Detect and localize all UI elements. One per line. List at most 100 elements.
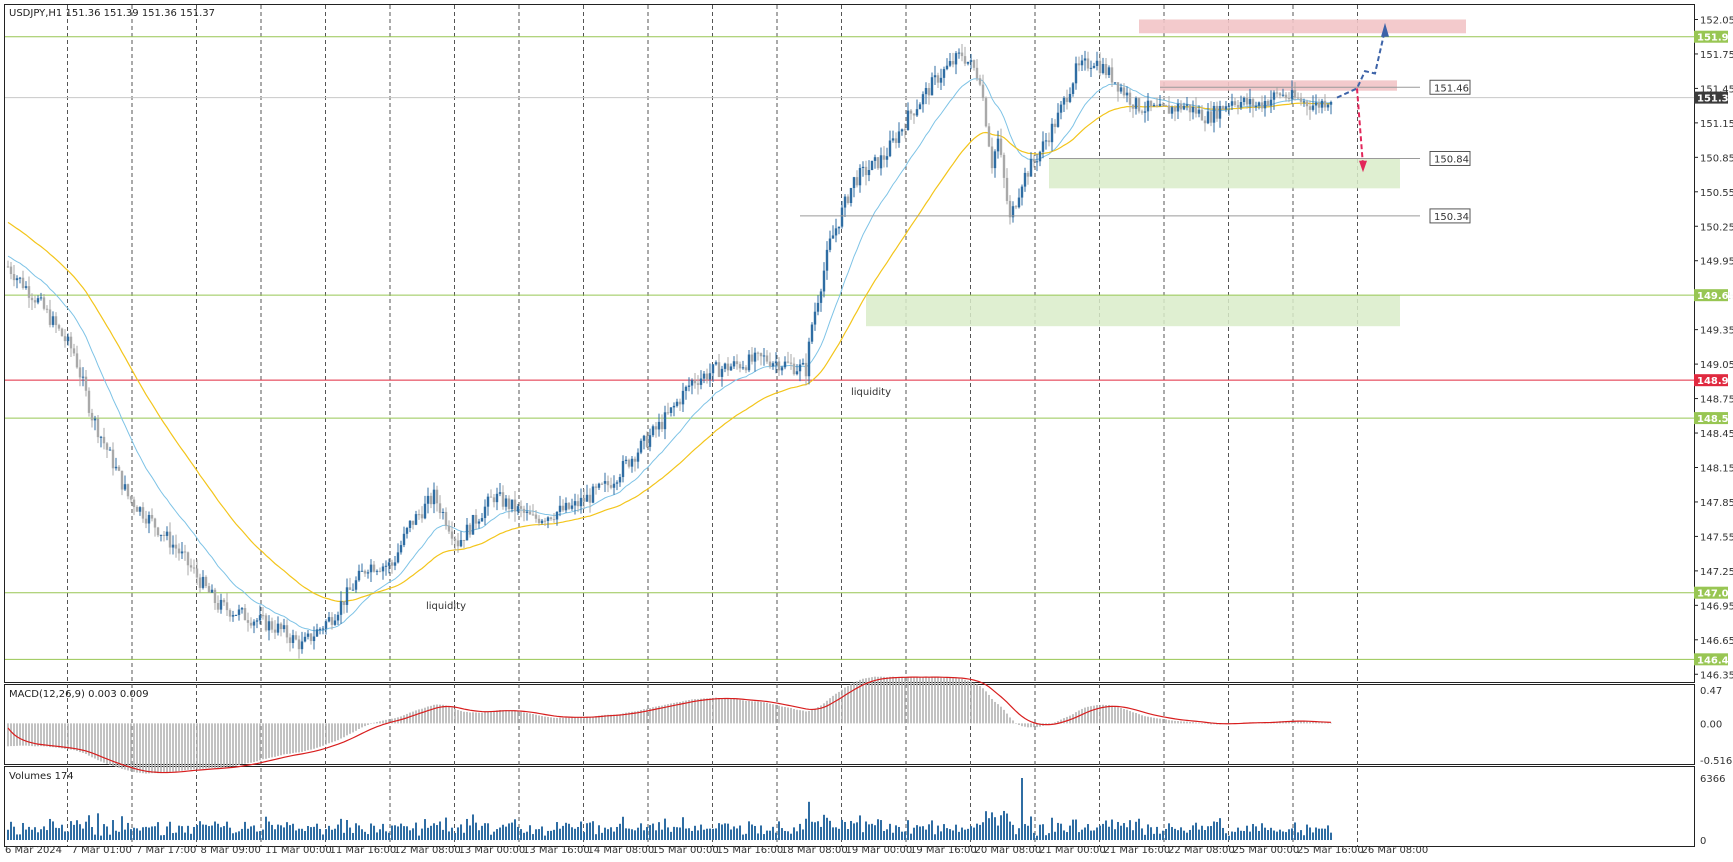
volume-bar <box>514 819 516 840</box>
macd-histogram-bar <box>820 705 822 724</box>
candle-body <box>915 109 919 116</box>
volume-bar <box>157 822 159 840</box>
candle-body <box>972 60 976 68</box>
candle-body <box>1059 104 1063 113</box>
candle-body <box>1047 140 1051 143</box>
macd-histogram-bar <box>460 710 462 724</box>
ema-fast-line <box>7 78 1332 632</box>
macd-histogram-bar <box>1033 723 1035 728</box>
macd-histogram-bar <box>1018 723 1020 725</box>
candle-body <box>1146 100 1150 112</box>
macd-histogram-bar <box>406 713 408 724</box>
candle-body <box>1113 82 1117 84</box>
price-pane[interactable] <box>4 4 1695 683</box>
candle-body <box>123 484 127 490</box>
macd-histogram-bar <box>502 710 504 724</box>
volume-bar <box>343 832 345 840</box>
macd-histogram-bar <box>592 716 594 724</box>
volume-bar <box>946 828 948 840</box>
macd-histogram-bar <box>97 723 99 761</box>
candle-body <box>594 486 598 488</box>
macd-histogram-bar <box>1048 723 1050 725</box>
macd-histogram-bar <box>1099 705 1101 724</box>
macd-histogram-bar <box>391 718 393 724</box>
volume-bar <box>85 821 87 840</box>
volume-bar <box>727 823 729 840</box>
candle-body <box>198 577 202 588</box>
candle-body <box>591 486 595 503</box>
volume-bar <box>664 818 666 840</box>
volume-bar <box>532 834 534 840</box>
macd-histogram-bar <box>1021 723 1023 727</box>
macd-histogram-bar <box>724 698 726 724</box>
volume-bar <box>277 824 279 840</box>
macd-histogram-bar <box>217 723 219 769</box>
candle-body <box>633 458 637 462</box>
macd-histogram-bar <box>844 687 846 724</box>
volume-bar <box>1222 827 1224 840</box>
volume-bar <box>883 830 885 840</box>
candle-body <box>330 617 334 625</box>
candle-body <box>1257 102 1261 106</box>
time-tick-label: 19 Mar 16:00 <box>910 845 977 856</box>
price-tick-label: 148.45 <box>1700 429 1733 440</box>
macd-histogram-bar <box>88 723 90 756</box>
candle-body <box>738 364 742 369</box>
volume-bar <box>1096 827 1098 840</box>
volume-bar <box>379 829 381 840</box>
macd-histogram-bar <box>46 723 48 747</box>
macd-histogram-bar <box>412 711 414 724</box>
volume-bar <box>1063 830 1065 840</box>
macd-histogram-bar <box>793 708 795 724</box>
macd-histogram-bar <box>703 698 705 724</box>
macd-histogram-bar <box>61 723 63 749</box>
macd-histogram-bar <box>1306 721 1308 724</box>
macd-histogram-bar <box>22 723 24 746</box>
macd-histogram-bar <box>1300 720 1302 724</box>
volume-bar <box>550 830 552 840</box>
candle-body <box>48 309 52 325</box>
candle-body <box>1290 90 1294 99</box>
candle-body <box>861 166 865 169</box>
candle-body <box>270 621 274 630</box>
volume-bar <box>496 829 498 840</box>
macd-histogram-bar <box>1120 707 1122 724</box>
candle-body <box>138 507 142 512</box>
candle-body <box>753 352 757 362</box>
candle-body <box>690 380 694 386</box>
candle-body <box>792 363 796 375</box>
volume-bar <box>718 823 720 840</box>
volume-bar <box>1165 828 1167 840</box>
candle-body <box>1239 102 1243 108</box>
candle-body <box>630 458 634 467</box>
candle-body <box>582 497 586 502</box>
volume-bar <box>820 826 822 840</box>
volume-bar <box>313 826 315 840</box>
volume-bar <box>628 828 630 840</box>
volume-bar <box>1144 834 1146 840</box>
macd-histogram-bar <box>961 679 963 724</box>
macd-histogram-bar <box>850 684 852 724</box>
volume-bar <box>676 827 678 840</box>
macd-histogram-bar <box>244 723 246 764</box>
macd-histogram-bar <box>1126 709 1128 724</box>
candle-body <box>1068 93 1072 102</box>
macd-histogram-bar <box>673 702 675 724</box>
candle-body <box>132 499 136 508</box>
volume-bar <box>463 832 465 840</box>
macd-pane[interactable] <box>4 684 1695 765</box>
macd-histogram-bar <box>421 708 423 724</box>
volume-bar <box>145 826 147 840</box>
volume-bar <box>1066 832 1068 840</box>
volume-bar <box>910 833 912 840</box>
macd-histogram-bar <box>145 723 147 774</box>
volume-bar <box>940 831 942 840</box>
macd-histogram-bar <box>841 689 843 724</box>
macd-histogram-bar <box>676 702 678 724</box>
candle-body <box>555 511 559 520</box>
volume-bar <box>961 827 963 840</box>
macd-histogram-bar <box>682 701 684 724</box>
volume-bar <box>652 823 654 840</box>
macd-histogram-bar <box>427 706 429 724</box>
